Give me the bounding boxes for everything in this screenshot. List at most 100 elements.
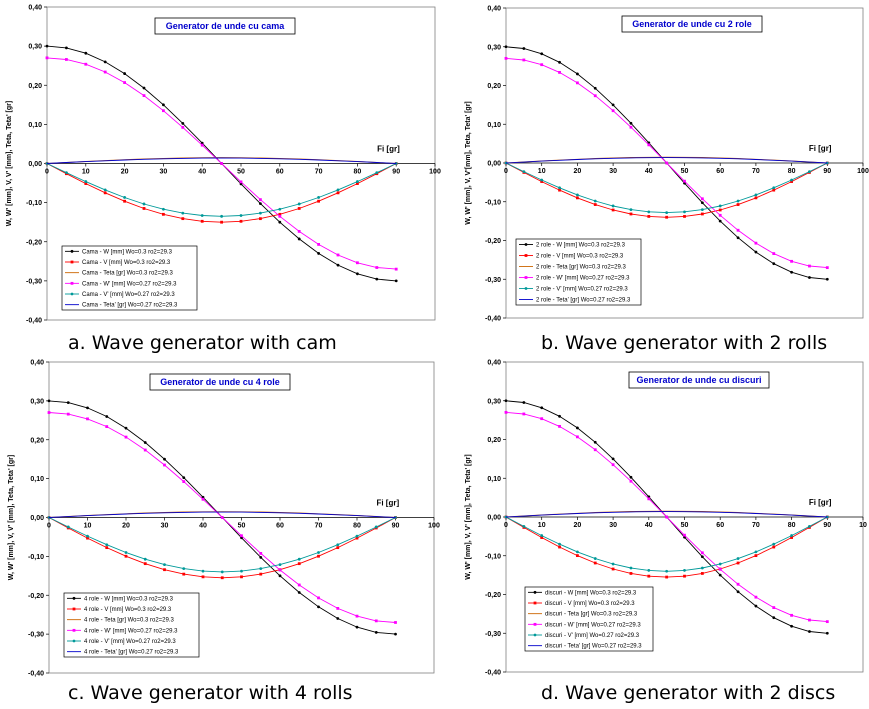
- y-tick-label: -0,30: [485, 277, 501, 284]
- legend-entry: 4 role - W [mm] Wo=0.3 ro2=29.3: [84, 596, 174, 602]
- data-point: [772, 262, 776, 266]
- x-tick-label: 20: [574, 168, 582, 175]
- x-tick-label: 80: [353, 523, 361, 530]
- data-point: [123, 196, 126, 199]
- data-point: [355, 614, 359, 618]
- data-point: [683, 210, 686, 214]
- legend-marker: [72, 628, 76, 632]
- data-point: [239, 214, 243, 217]
- data-point: [825, 266, 829, 270]
- data-point: [576, 196, 579, 200]
- data-point: [629, 475, 633, 479]
- data-point: [86, 534, 89, 538]
- data-point: [143, 557, 147, 561]
- series-6: [505, 511, 828, 518]
- data-point: [718, 213, 722, 217]
- x-axis-label: Fi [gr]: [377, 145, 400, 154]
- data-point: [375, 171, 379, 175]
- data-point: [66, 412, 70, 416]
- legend-entry: 2 role - Teta [gr] Wo=0.3 ro2=29.3: [536, 265, 626, 271]
- chart-title: Generator de unde cu cama: [166, 21, 286, 31]
- legend-entry: discuri - Teta [gr] Wo=0.3 ro2=29.3: [545, 612, 638, 618]
- data-point: [718, 573, 722, 577]
- y-tick-label: -0,30: [26, 278, 42, 285]
- series-4: [47, 411, 397, 624]
- data-point: [700, 572, 704, 575]
- x-tick-label: 100: [428, 523, 440, 530]
- series-2: [47, 516, 397, 580]
- data-point: [143, 448, 147, 452]
- x-tick-label: 50: [681, 168, 689, 175]
- x-tick-label: 30: [160, 169, 168, 176]
- x-tick-label: 10: [538, 168, 546, 175]
- data-point: [394, 632, 397, 636]
- data-point: [611, 457, 615, 461]
- series-line: [505, 511, 828, 518]
- data-point: [754, 193, 758, 197]
- data-point: [336, 253, 340, 257]
- y-tick-label: 0,00: [487, 515, 501, 522]
- x-axis-label: Fi [gr]: [809, 498, 832, 507]
- x-tick-label: 0: [504, 168, 508, 175]
- data-point: [162, 103, 165, 107]
- data-point: [504, 56, 508, 60]
- data-point: [576, 554, 579, 558]
- data-point: [825, 631, 829, 635]
- data-point: [700, 555, 704, 559]
- data-point: [355, 536, 359, 540]
- data-point: [297, 583, 301, 587]
- data-point: [297, 562, 301, 566]
- x-axis-label: Fi [gr]: [376, 499, 399, 508]
- x-tick-label: 0: [504, 522, 508, 529]
- data-point: [736, 228, 740, 232]
- y-tick-label: -0,30: [485, 631, 501, 638]
- x-tick-label: 90: [823, 168, 831, 175]
- x-tick-label: 50: [237, 169, 245, 176]
- data-point: [259, 211, 262, 215]
- x-tick-label: 60: [276, 523, 284, 530]
- data-point: [504, 410, 508, 414]
- series-5: [504, 515, 829, 573]
- y-tick-label: 0,10: [487, 476, 501, 483]
- x-tick-label: 40: [645, 168, 653, 175]
- data-point: [103, 60, 107, 64]
- data-point: [700, 197, 704, 201]
- data-point: [736, 203, 740, 206]
- data-point: [201, 575, 205, 579]
- data-point: [754, 241, 758, 245]
- x-tick-label: 30: [161, 523, 169, 530]
- data-point: [558, 545, 561, 549]
- data-point: [317, 554, 320, 558]
- data-point: [220, 214, 224, 218]
- y-tick-label: -0,20: [26, 239, 42, 246]
- data-point: [259, 567, 263, 571]
- data-point: [665, 515, 669, 519]
- data-point: [808, 170, 811, 174]
- data-point: [593, 86, 597, 90]
- data-point: [143, 562, 147, 566]
- x-tick-label: 70: [752, 168, 760, 175]
- x-tick-label: 100: [429, 169, 441, 176]
- legend-entry: discuri - Teta' [gr] Wo=0.27 ro2=29.3: [545, 644, 642, 650]
- data-point: [629, 212, 633, 216]
- legend-marker: [533, 633, 537, 637]
- data-point: [593, 203, 597, 206]
- data-point: [808, 276, 811, 279]
- data-point: [162, 109, 165, 113]
- data-point: [124, 554, 128, 558]
- data-point: [105, 425, 109, 428]
- y-axis-label: W, W' [mm], V, V' [mm], Teta, Teta' [gr]: [465, 454, 472, 579]
- data-point: [240, 534, 243, 538]
- data-point: [683, 574, 686, 578]
- chart-title-box: [149, 373, 291, 391]
- data-point: [356, 180, 359, 183]
- data-point: [240, 575, 243, 579]
- data-point: [540, 180, 544, 183]
- data-point: [45, 44, 49, 48]
- data-point: [808, 630, 811, 633]
- y-tick-label: 0,40: [30, 360, 44, 367]
- data-point: [558, 414, 561, 418]
- x-tick-label: 30: [609, 168, 617, 175]
- data-point: [278, 207, 282, 211]
- y-tick-label: -0,10: [485, 199, 501, 206]
